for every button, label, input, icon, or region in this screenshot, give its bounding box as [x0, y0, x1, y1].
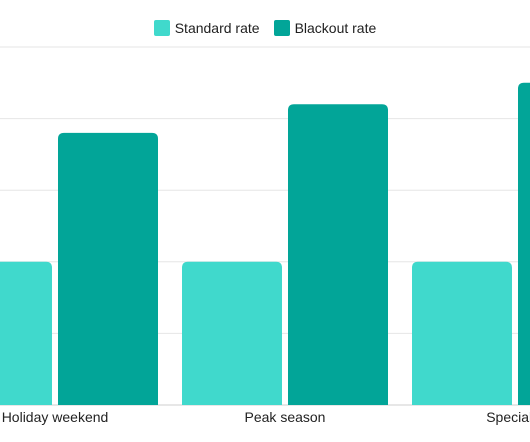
bars: [0, 82, 530, 406]
x-tick-label: Holiday weekend: [2, 409, 109, 425]
bar-standard-rate-2[interactable]: [412, 261, 512, 405]
bar-blackout-rate-1[interactable]: [288, 104, 388, 405]
legend-label-blackout-rate: Blackout rate: [294, 20, 377, 36]
legend-swatch-blackout-rate: [273, 20, 290, 36]
bar-standard-rate-1[interactable]: [182, 261, 282, 405]
bar-standard-rate-0[interactable]: [0, 261, 52, 405]
bar-blackout-rate-2[interactable]: [518, 82, 530, 405]
legend-item-standard-rate[interactable]: Standard rate: [153, 20, 260, 36]
legend-swatch-standard-rate: [153, 20, 170, 36]
bar-blackout-rate-0[interactable]: [58, 132, 158, 406]
legend-label-standard-rate: Standard rate: [174, 20, 260, 36]
x-tick-label: Special e: [486, 409, 530, 425]
legend: Standard rate Blackout rate: [0, 20, 530, 36]
x-tick-label: Peak season: [245, 409, 326, 425]
legend-item-blackout-rate[interactable]: Blackout rate: [273, 20, 377, 36]
